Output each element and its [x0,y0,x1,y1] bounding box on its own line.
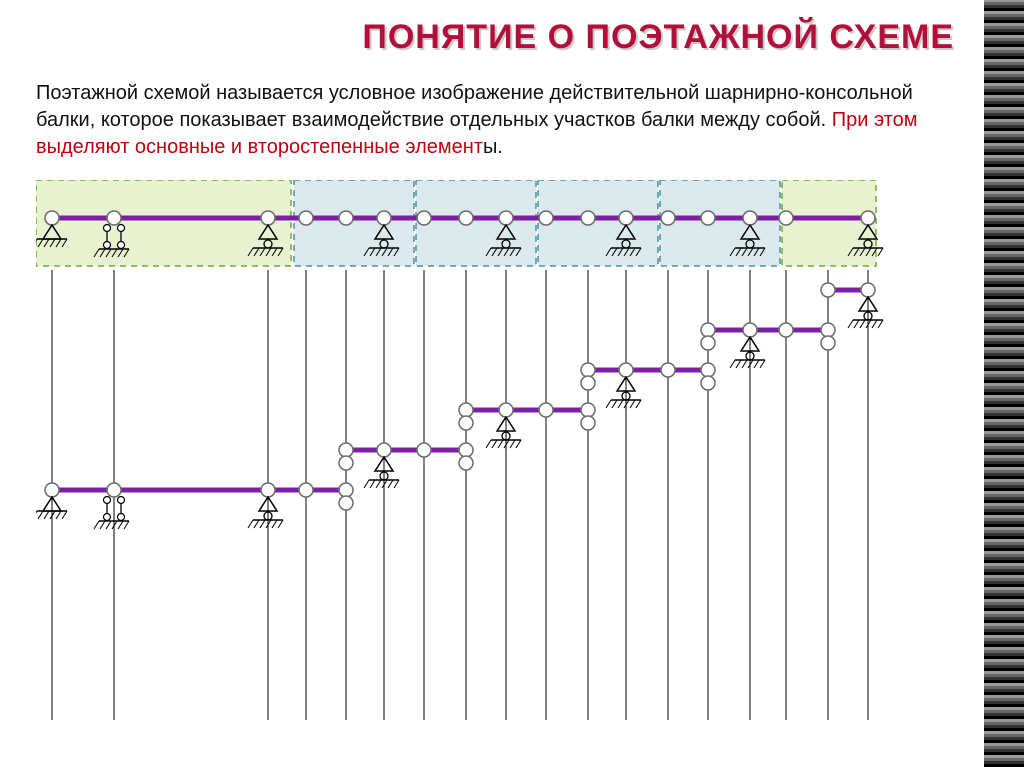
decorative-side-strip [984,0,1024,767]
paragraph-text-a: Поэтажной схемой называется условное изо… [36,82,913,131]
beam-diagram [36,180,916,730]
slide-paragraph: Поэтажной схемой называется условное изо… [36,80,964,161]
paragraph-text-b: ы. [483,136,503,158]
slide-title: ПОНЯТИЕ О ПОЭТАЖНОЙ СХЕМЕ [362,18,954,57]
